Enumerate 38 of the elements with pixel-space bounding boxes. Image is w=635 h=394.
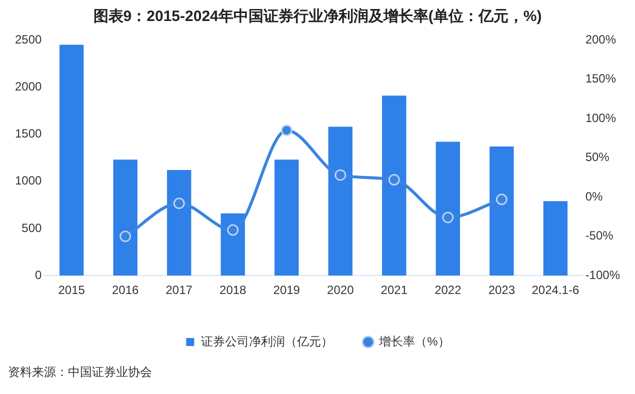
x-tick-label: 2024.1-6 bbox=[532, 283, 580, 298]
x-tick-label: 2018 bbox=[220, 283, 247, 298]
point bbox=[388, 174, 400, 186]
y-tick-label: 500 bbox=[22, 220, 42, 235]
y2-tick-label: 150% bbox=[585, 72, 616, 86]
y-tick-label: 2500 bbox=[14, 32, 42, 46]
x-tick-label: 2017 bbox=[166, 283, 193, 298]
x-tick-label: 2015 bbox=[58, 283, 86, 298]
x-tick-label: 2022 bbox=[434, 283, 462, 298]
point bbox=[496, 194, 508, 206]
legend-label: 证券公司净利润（亿元） bbox=[201, 334, 334, 348]
y2-tick-label: 200% bbox=[585, 32, 616, 46]
legend-label: 增长率（%） bbox=[378, 334, 450, 348]
y-tick-label: 0 bbox=[35, 268, 42, 282]
y2-tick-label: -100% bbox=[585, 268, 620, 282]
y-tick-label: 2000 bbox=[14, 79, 42, 94]
text: 资料来源：中国证券业协会 bbox=[8, 364, 153, 381]
y2-tick-label: 100% bbox=[585, 110, 616, 125]
bar bbox=[59, 44, 84, 276]
y2-tick-label: -50% bbox=[585, 228, 614, 243]
x-tick-label: 2016 bbox=[112, 283, 140, 298]
chart-title: 图表9：2015-2024年中国证券行业净利润及增长率(单位：亿元，%) bbox=[93, 7, 542, 26]
x-tick-label: 2023 bbox=[488, 283, 516, 298]
y-tick-label: 1000 bbox=[14, 174, 42, 188]
point bbox=[334, 169, 346, 181]
point bbox=[120, 230, 132, 242]
y-tick-label: 1500 bbox=[14, 126, 42, 141]
bar bbox=[274, 160, 299, 276]
bar bbox=[543, 201, 568, 276]
x-tick-label: 2020 bbox=[327, 283, 354, 298]
point bbox=[442, 212, 454, 224]
y2-tick-label: 50% bbox=[585, 150, 610, 164]
point bbox=[227, 224, 239, 236]
point bbox=[280, 124, 292, 136]
y2-tick-label: 0% bbox=[585, 189, 603, 204]
x-tick-label: 2019 bbox=[273, 283, 300, 298]
x-tick-label: 2021 bbox=[380, 283, 408, 298]
point bbox=[173, 198, 185, 210]
